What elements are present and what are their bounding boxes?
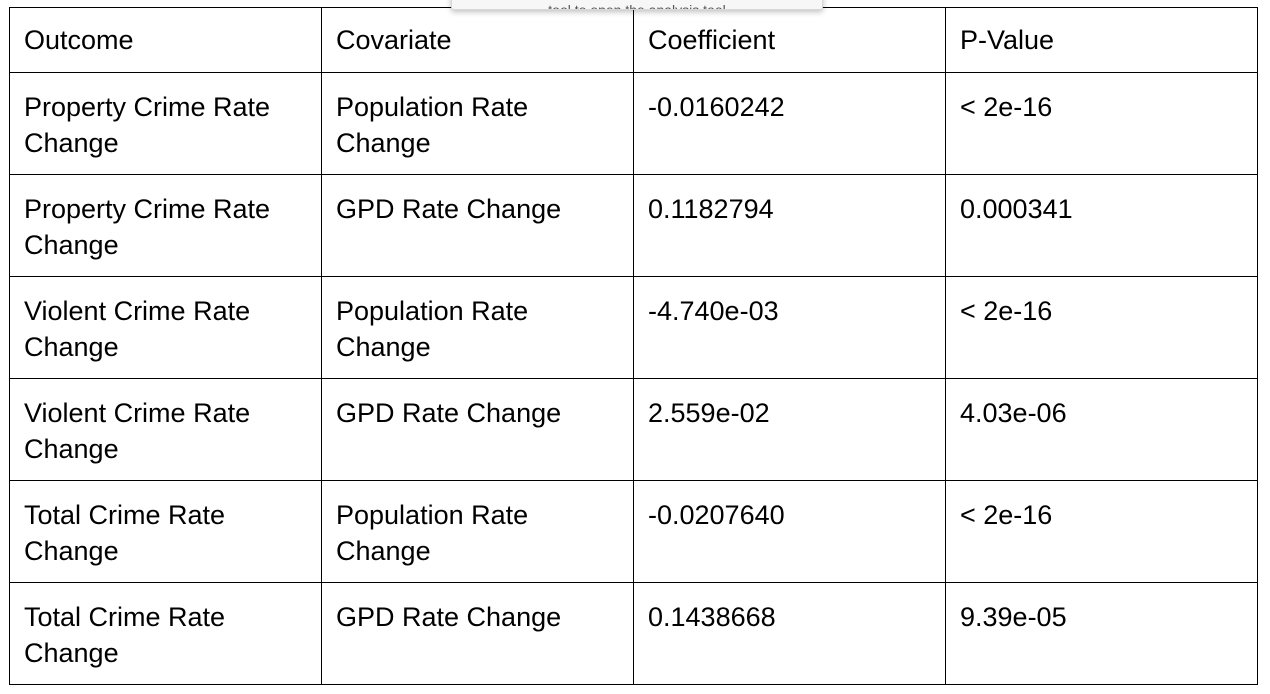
cell-outcome: Total Crime Rate Change [9,480,322,583]
cell-coefficient: 2.559e-02 [633,378,946,481]
cell-covariate: GPD Rate Change [321,174,634,277]
cell-outcome: Violent Crime Rate Change [9,276,322,379]
cell-coefficient: -4.740e-03 [633,276,946,379]
header-outcome: Outcome [9,7,322,73]
cell-outcome: Violent Crime Rate Change [9,378,322,481]
cell-covariate: GPD Rate Change [321,582,634,685]
cell-coefficient: 0.1438668 [633,582,946,685]
header-covariate: Covariate [321,7,634,73]
table-header-row: Outcome Covariate Coefficient P-Value [9,7,1258,73]
cell-p-value: 0.000341 [945,174,1258,277]
table-row: Total Crime Rate Change Population Rate … [9,480,1258,583]
table-row: Violent Crime Rate Change GPD Rate Chang… [9,378,1258,481]
cell-outcome: Property Crime Rate Change [9,174,322,277]
tooltip-text: tool to open the analysis tool [548,2,726,10]
cell-outcome: Property Crime Rate Change [9,72,322,175]
cell-covariate: Population Rate Change [321,480,634,583]
cell-outcome: Total Crime Rate Change [9,582,322,685]
tooltip-popup: tool to open the analysis tool [451,0,823,10]
cell-p-value: 9.39e-05 [945,582,1258,685]
cell-p-value: < 2e-16 [945,72,1258,175]
cell-covariate: Population Rate Change [321,276,634,379]
header-p-value: P-Value [945,7,1258,73]
cell-p-value: 4.03e-06 [945,378,1258,481]
cell-covariate: GPD Rate Change [321,378,634,481]
cell-covariate: Population Rate Change [321,72,634,175]
table-row: Property Crime Rate Change GPD Rate Chan… [9,174,1258,277]
table-row: Total Crime Rate Change GPD Rate Change … [9,582,1258,685]
header-coefficient: Coefficient [633,7,946,73]
cell-p-value: < 2e-16 [945,480,1258,583]
cell-p-value: < 2e-16 [945,276,1258,379]
cell-coefficient: -0.0160242 [633,72,946,175]
cell-coefficient: -0.0207640 [633,480,946,583]
regression-results-table: Outcome Covariate Coefficient P-Value Pr… [9,7,1258,685]
table-row: Property Crime Rate Change Population Ra… [9,72,1258,175]
cell-coefficient: 0.1182794 [633,174,946,277]
table-row: Violent Crime Rate Change Population Rat… [9,276,1258,379]
